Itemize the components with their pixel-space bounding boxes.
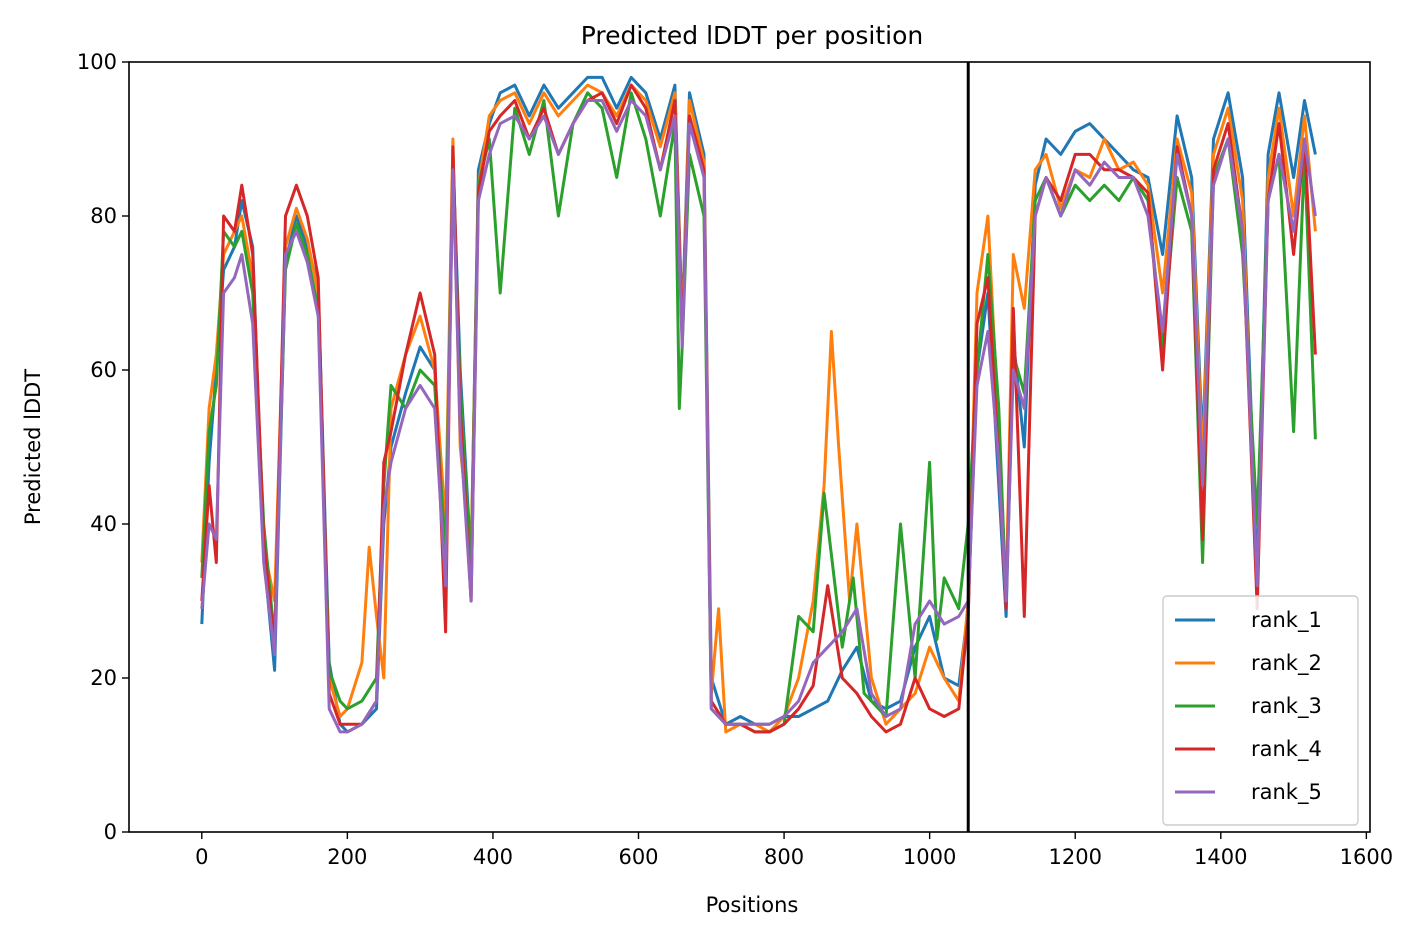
- y-tick-label: 40: [90, 512, 117, 536]
- x-tick-label: 1200: [1048, 845, 1101, 869]
- legend-label: rank_1: [1251, 608, 1322, 633]
- x-axis: 0 200 400 600 800 1000 1200 1400 1600: [195, 832, 1393, 869]
- y-tick-label: 20: [90, 666, 117, 690]
- axes-frame: [128, 61, 1371, 833]
- y-tick-label: 80: [90, 204, 117, 228]
- y-axis-label: Predicted lDDT: [21, 369, 45, 525]
- x-tick-label: 800: [764, 845, 804, 869]
- legend-label: rank_2: [1251, 651, 1322, 676]
- y-axis: 0 20 40 60 80 100: [77, 50, 129, 844]
- legend-label: rank_4: [1251, 737, 1322, 762]
- series-line-rank_5: [200, 99, 1317, 734]
- x-tick-label: 200: [327, 845, 367, 869]
- legend-label: rank_3: [1251, 694, 1322, 719]
- legend-label: rank_5: [1251, 780, 1322, 805]
- plot-area: [200, 62, 1317, 832]
- x-tick-label: 1000: [903, 845, 956, 869]
- x-tick-label: 400: [473, 845, 513, 869]
- x-axis-label: Positions: [706, 893, 799, 917]
- y-tick-label: 60: [90, 358, 117, 382]
- chart-title: Predicted lDDT per position: [581, 21, 923, 50]
- x-tick-label: 1400: [1194, 845, 1247, 869]
- legend: rank_1 rank_2 rank_3 rank_4 rank_5: [1162, 595, 1359, 826]
- series-line-rank_2: [200, 83, 1317, 734]
- x-tick-label: 0: [195, 845, 208, 869]
- y-tick-label: 100: [77, 50, 117, 74]
- x-tick-label: 600: [618, 845, 658, 869]
- series-line-rank_4: [200, 83, 1317, 734]
- series-line-rank_1: [200, 75, 1317, 734]
- legend-box: [1162, 595, 1359, 826]
- y-tick-label: 0: [104, 820, 117, 844]
- x-tick-label: 1600: [1340, 845, 1393, 869]
